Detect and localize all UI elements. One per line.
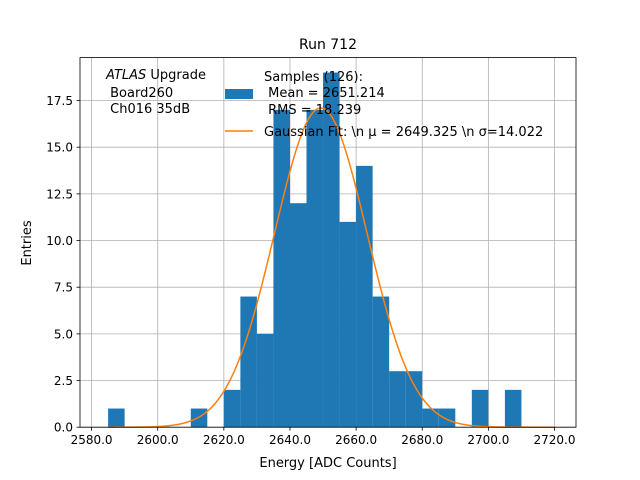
- histogram-bar: [504, 389, 522, 428]
- x-tick-label: 2660.0: [335, 433, 377, 447]
- x-axis-ticks: 2580.0 2600.0 2620.0 2640.0 2660.0 2680.0 2700…: [71, 427, 576, 447]
- histogram-bar: [223, 389, 241, 428]
- y-tick-label: 7.5: [54, 281, 73, 295]
- histogram-bar: [389, 371, 406, 428]
- x-axis-label: Energy [ADC Counts]: [259, 456, 396, 471]
- x-tick-label: 2600.0: [137, 433, 179, 447]
- atlas-label: ATLAS: [105, 68, 146, 83]
- histogram-bar: [339, 221, 357, 428]
- y-tick-label: 17.5: [46, 94, 73, 108]
- y-tick-label: 10.0: [46, 234, 73, 248]
- chart-title: Run 712: [299, 37, 357, 53]
- y-tick-label: 2.5: [54, 374, 73, 388]
- upgrade-label: Upgrade: [146, 68, 206, 83]
- histogram-bar: [471, 389, 489, 428]
- histogram-bar: [438, 408, 456, 428]
- x-tick-label: 2720.0: [534, 433, 576, 447]
- legend-hist-swatch: [225, 89, 253, 99]
- y-tick-label: 0.0: [54, 421, 73, 435]
- x-tick-label: 2680.0: [401, 433, 443, 447]
- gaussian-fit-line: [108, 107, 555, 428]
- legend-hist-line-2: Mean = 2651.214: [264, 86, 385, 101]
- histogram-bar: [273, 109, 290, 428]
- histogram-bar: [256, 333, 274, 428]
- histogram-bar: [108, 408, 125, 428]
- histogram-bar: [289, 203, 307, 428]
- histogram-bar: [422, 408, 439, 428]
- histogram-bar: [306, 109, 324, 428]
- histogram-bars: [108, 72, 522, 428]
- y-tick-label: 12.5: [46, 187, 73, 201]
- y-tick-label: 5.0: [54, 327, 73, 341]
- y-tick-label: 15.0: [46, 141, 73, 155]
- histogram-bar: [240, 296, 257, 428]
- histogram-bar: [356, 165, 373, 428]
- atlas-annotation: ATLAS Upgrade Board260 Ch016 35dB: [105, 68, 206, 117]
- legend: Samples (126): Mean = 2651.214 RMS = 18.…: [225, 70, 543, 140]
- x-tick-label: 2700.0: [467, 433, 509, 447]
- svg-text:ATLAS Upgrade: ATLAS Upgrade: [105, 68, 206, 83]
- histogram-bar: [405, 371, 423, 428]
- plot-frame: [79, 57, 577, 428]
- board-label: Board260: [106, 86, 173, 101]
- gaussian-fit-curve: [108, 107, 555, 428]
- x-tick-label: 2580.0: [71, 433, 113, 447]
- y-axis-ticks: 0.0 2.5 5.0 7.5 10.0 12.5 15.0 17.5: [46, 94, 80, 435]
- legend-hist-line-1: Samples (126):: [264, 70, 363, 85]
- legend-fit-label: Gaussian Fit: \n μ = 2649.325 \n σ=14.02…: [264, 125, 543, 140]
- histogram-bar: [372, 296, 390, 428]
- x-tick-label: 2640.0: [269, 433, 311, 447]
- x-tick-label: 2620.0: [203, 433, 245, 447]
- legend-hist-line-3: RMS = 18.239: [264, 103, 361, 118]
- channel-label: Ch016 35dB: [106, 102, 190, 117]
- histogram-bar: [323, 72, 340, 428]
- y-axis-label: Entries: [20, 220, 35, 266]
